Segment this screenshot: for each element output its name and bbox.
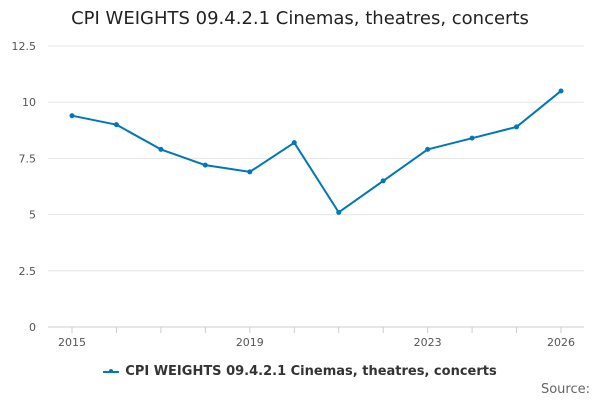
data-point[interactable] [291,140,297,146]
data-point[interactable] [469,135,475,141]
data-point[interactable] [336,209,342,215]
y-tick-label: 12.5 [12,40,37,53]
x-tick-label: 2026 [547,336,575,349]
legend-line-marker [103,368,120,373]
chart-title: CPI WEIGHTS 09.4.2.1 Cinemas, theatres, … [71,8,529,29]
legend[interactable]: CPI WEIGHTS 09.4.2.1 Cinemas, theatres, … [0,364,600,379]
x-axis [71,327,562,333]
data-point[interactable] [514,124,520,130]
gridlines [48,45,584,328]
x-tick-label: 2019 [236,336,264,349]
data-point[interactable] [69,113,75,119]
legend-label: CPI WEIGHTS 09.4.2.1 Cinemas, theatres, … [125,364,497,379]
y-tick-label: 10 [22,96,36,109]
source-label: Source: [540,382,590,397]
y-tick-label: 7.5 [19,152,37,165]
series-layer [69,88,564,215]
series-line [71,90,562,214]
data-point[interactable] [158,146,164,152]
data-point[interactable] [380,178,386,184]
data-point[interactable] [425,146,431,152]
x-tick-label: 2023 [414,336,442,349]
data-point[interactable] [113,122,119,128]
y-tick-label: 0 [29,321,36,334]
data-point[interactable] [247,169,253,175]
data-point[interactable] [558,88,564,94]
x-tick-label: 2015 [58,336,86,349]
data-point[interactable] [202,162,208,168]
y-tick-label: 2.5 [19,265,37,278]
x-axis-tick-labels: 2015 2019 2023 2026 [58,336,575,349]
y-axis-tick-labels: 0 2.5 5 7.5 10 12.5 [12,40,37,334]
y-tick-label: 5 [29,209,36,222]
